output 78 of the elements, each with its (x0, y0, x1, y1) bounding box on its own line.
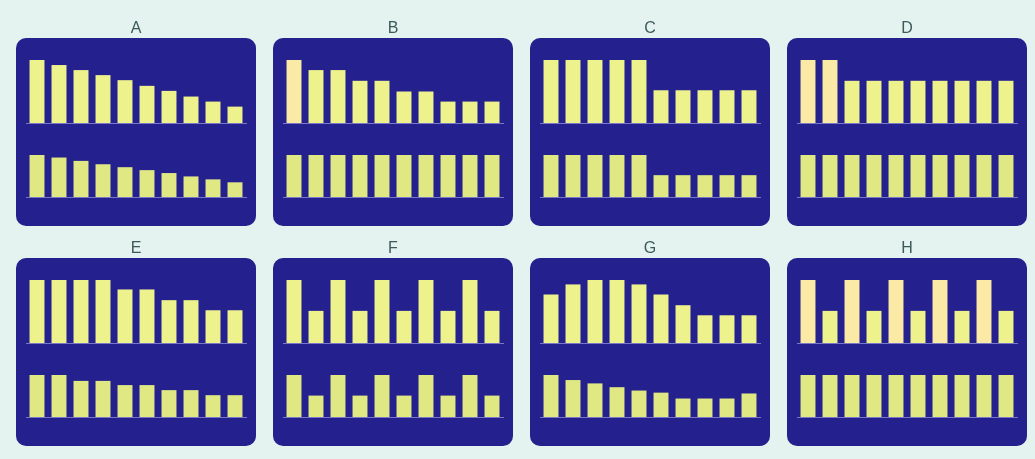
bar (227, 182, 243, 197)
bar (205, 101, 221, 123)
bar (95, 164, 111, 197)
chart-title: G (643, 238, 657, 258)
bar (73, 160, 89, 197)
bar (205, 395, 221, 417)
bar (719, 315, 735, 343)
bar (609, 387, 625, 417)
bar (330, 70, 346, 123)
bar (675, 305, 691, 343)
bar (396, 91, 412, 123)
bar (675, 398, 691, 417)
bar (205, 179, 221, 197)
bar (205, 310, 221, 343)
bar (484, 101, 500, 123)
bar (697, 398, 713, 417)
bar (73, 380, 89, 417)
bar (51, 157, 67, 197)
bar (609, 280, 625, 343)
bar (183, 300, 199, 343)
bar (543, 294, 559, 343)
chart-title: C (644, 18, 656, 38)
bar (139, 170, 155, 197)
bar (161, 90, 177, 123)
bar (51, 375, 67, 417)
bar (543, 375, 559, 417)
bar (697, 315, 713, 343)
bar (139, 85, 155, 123)
bar (719, 398, 735, 417)
bar (565, 380, 581, 417)
bar (117, 289, 133, 343)
chart-title: A (130, 18, 142, 38)
bar (161, 173, 177, 197)
bar (117, 80, 133, 123)
bar (73, 70, 89, 123)
bar (286, 60, 302, 123)
bar (29, 60, 45, 123)
chart-title: D (901, 18, 913, 38)
bar (631, 390, 647, 417)
bar (565, 284, 581, 343)
bar (631, 284, 647, 343)
bar (95, 75, 111, 123)
bar (117, 167, 133, 197)
bar (51, 280, 67, 343)
bar (653, 392, 669, 417)
bar (139, 385, 155, 417)
bar (227, 106, 243, 123)
bar (227, 310, 243, 343)
bar (374, 80, 390, 123)
bar (183, 390, 199, 417)
bar (29, 155, 45, 197)
bar (117, 385, 133, 417)
chart-title: B (387, 18, 399, 38)
bar (440, 101, 456, 123)
bar (161, 390, 177, 417)
bar (95, 380, 111, 417)
bar (352, 80, 368, 123)
bar (418, 91, 434, 123)
bar (161, 300, 177, 343)
chart-title: H (901, 238, 913, 258)
bar (741, 393, 757, 417)
bar (95, 280, 111, 343)
bar (227, 395, 243, 417)
bar (139, 289, 155, 343)
bar (183, 96, 199, 123)
chart-title: E (130, 238, 142, 258)
bar (183, 176, 199, 197)
bar (73, 280, 89, 343)
bar (587, 280, 603, 343)
bar (29, 280, 45, 343)
bar (741, 315, 757, 343)
bar (587, 383, 603, 417)
bar (462, 101, 478, 123)
bar (29, 375, 45, 417)
chart-title: F (388, 238, 398, 258)
bar (51, 65, 67, 123)
bar (653, 294, 669, 343)
bar (308, 70, 324, 123)
